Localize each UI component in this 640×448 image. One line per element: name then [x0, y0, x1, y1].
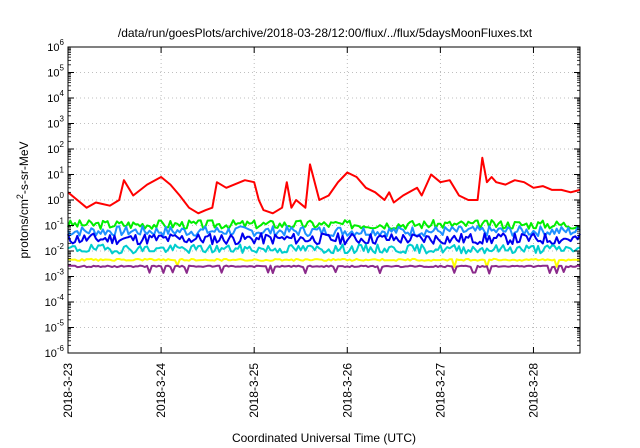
y-axis-label-rest: -s-sr-MeV — [17, 141, 31, 194]
series-line-6 — [67, 264, 581, 275]
y-tick-label: 104 — [47, 89, 64, 105]
y-tick-label: 10-1 — [45, 217, 65, 233]
series-line-0 — [67, 156, 581, 215]
x-tick-label: 2018-3-27 — [433, 363, 447, 418]
y-tick-label: 102 — [47, 140, 64, 156]
y-tick-label: 103 — [47, 115, 64, 131]
x-tick-label: 2018-3-23 — [61, 363, 75, 418]
y-axis-label-base: protons/cm — [17, 199, 31, 258]
chart-title: /data/run/goesPlots/archive/2018-03-28/1… — [118, 26, 533, 40]
y-tick-label: 10-3 — [45, 268, 65, 284]
x-tick-label: 2018-3-26 — [340, 363, 354, 418]
y-tick-label: 100 — [47, 191, 64, 207]
y-axis-label: protons/cm2-s-sr-MeV — [15, 141, 31, 258]
y-axis: 106 105 104 103 102 101 100 10-1 10-2 10-3 10-4 10-… — [45, 38, 580, 360]
x-axis-label: Coordinated Universal Time (UTC) — [232, 431, 416, 445]
y-tick-label: 101 — [47, 166, 64, 182]
x-axis: 2018-3-23 2018-3-24 2018-3-25 2018-3-26 2018… — [61, 47, 540, 418]
y-axis-label-sup: 2 — [15, 194, 25, 199]
series-line-5 — [67, 257, 581, 269]
grid — [68, 46, 580, 354]
series-line-4 — [67, 243, 581, 255]
y-tick-label: 105 — [47, 64, 64, 80]
y-tick-label: 10-6 — [45, 344, 65, 360]
y-tick-label: 10-2 — [45, 242, 65, 258]
y-tick-label: 10-4 — [45, 293, 65, 309]
x-tick-label: 2018-3-25 — [247, 363, 261, 418]
y-tick-label: 106 — [47, 38, 64, 54]
x-tick-label: 2018-3-24 — [154, 363, 168, 418]
series-group — [67, 156, 581, 275]
series-line-1 — [67, 219, 581, 230]
x-tick-label: 2018-3-28 — [526, 363, 540, 418]
y-tick-label: 10-5 — [45, 319, 65, 335]
series-line-2 — [67, 225, 581, 238]
series-line-3 — [67, 232, 581, 246]
